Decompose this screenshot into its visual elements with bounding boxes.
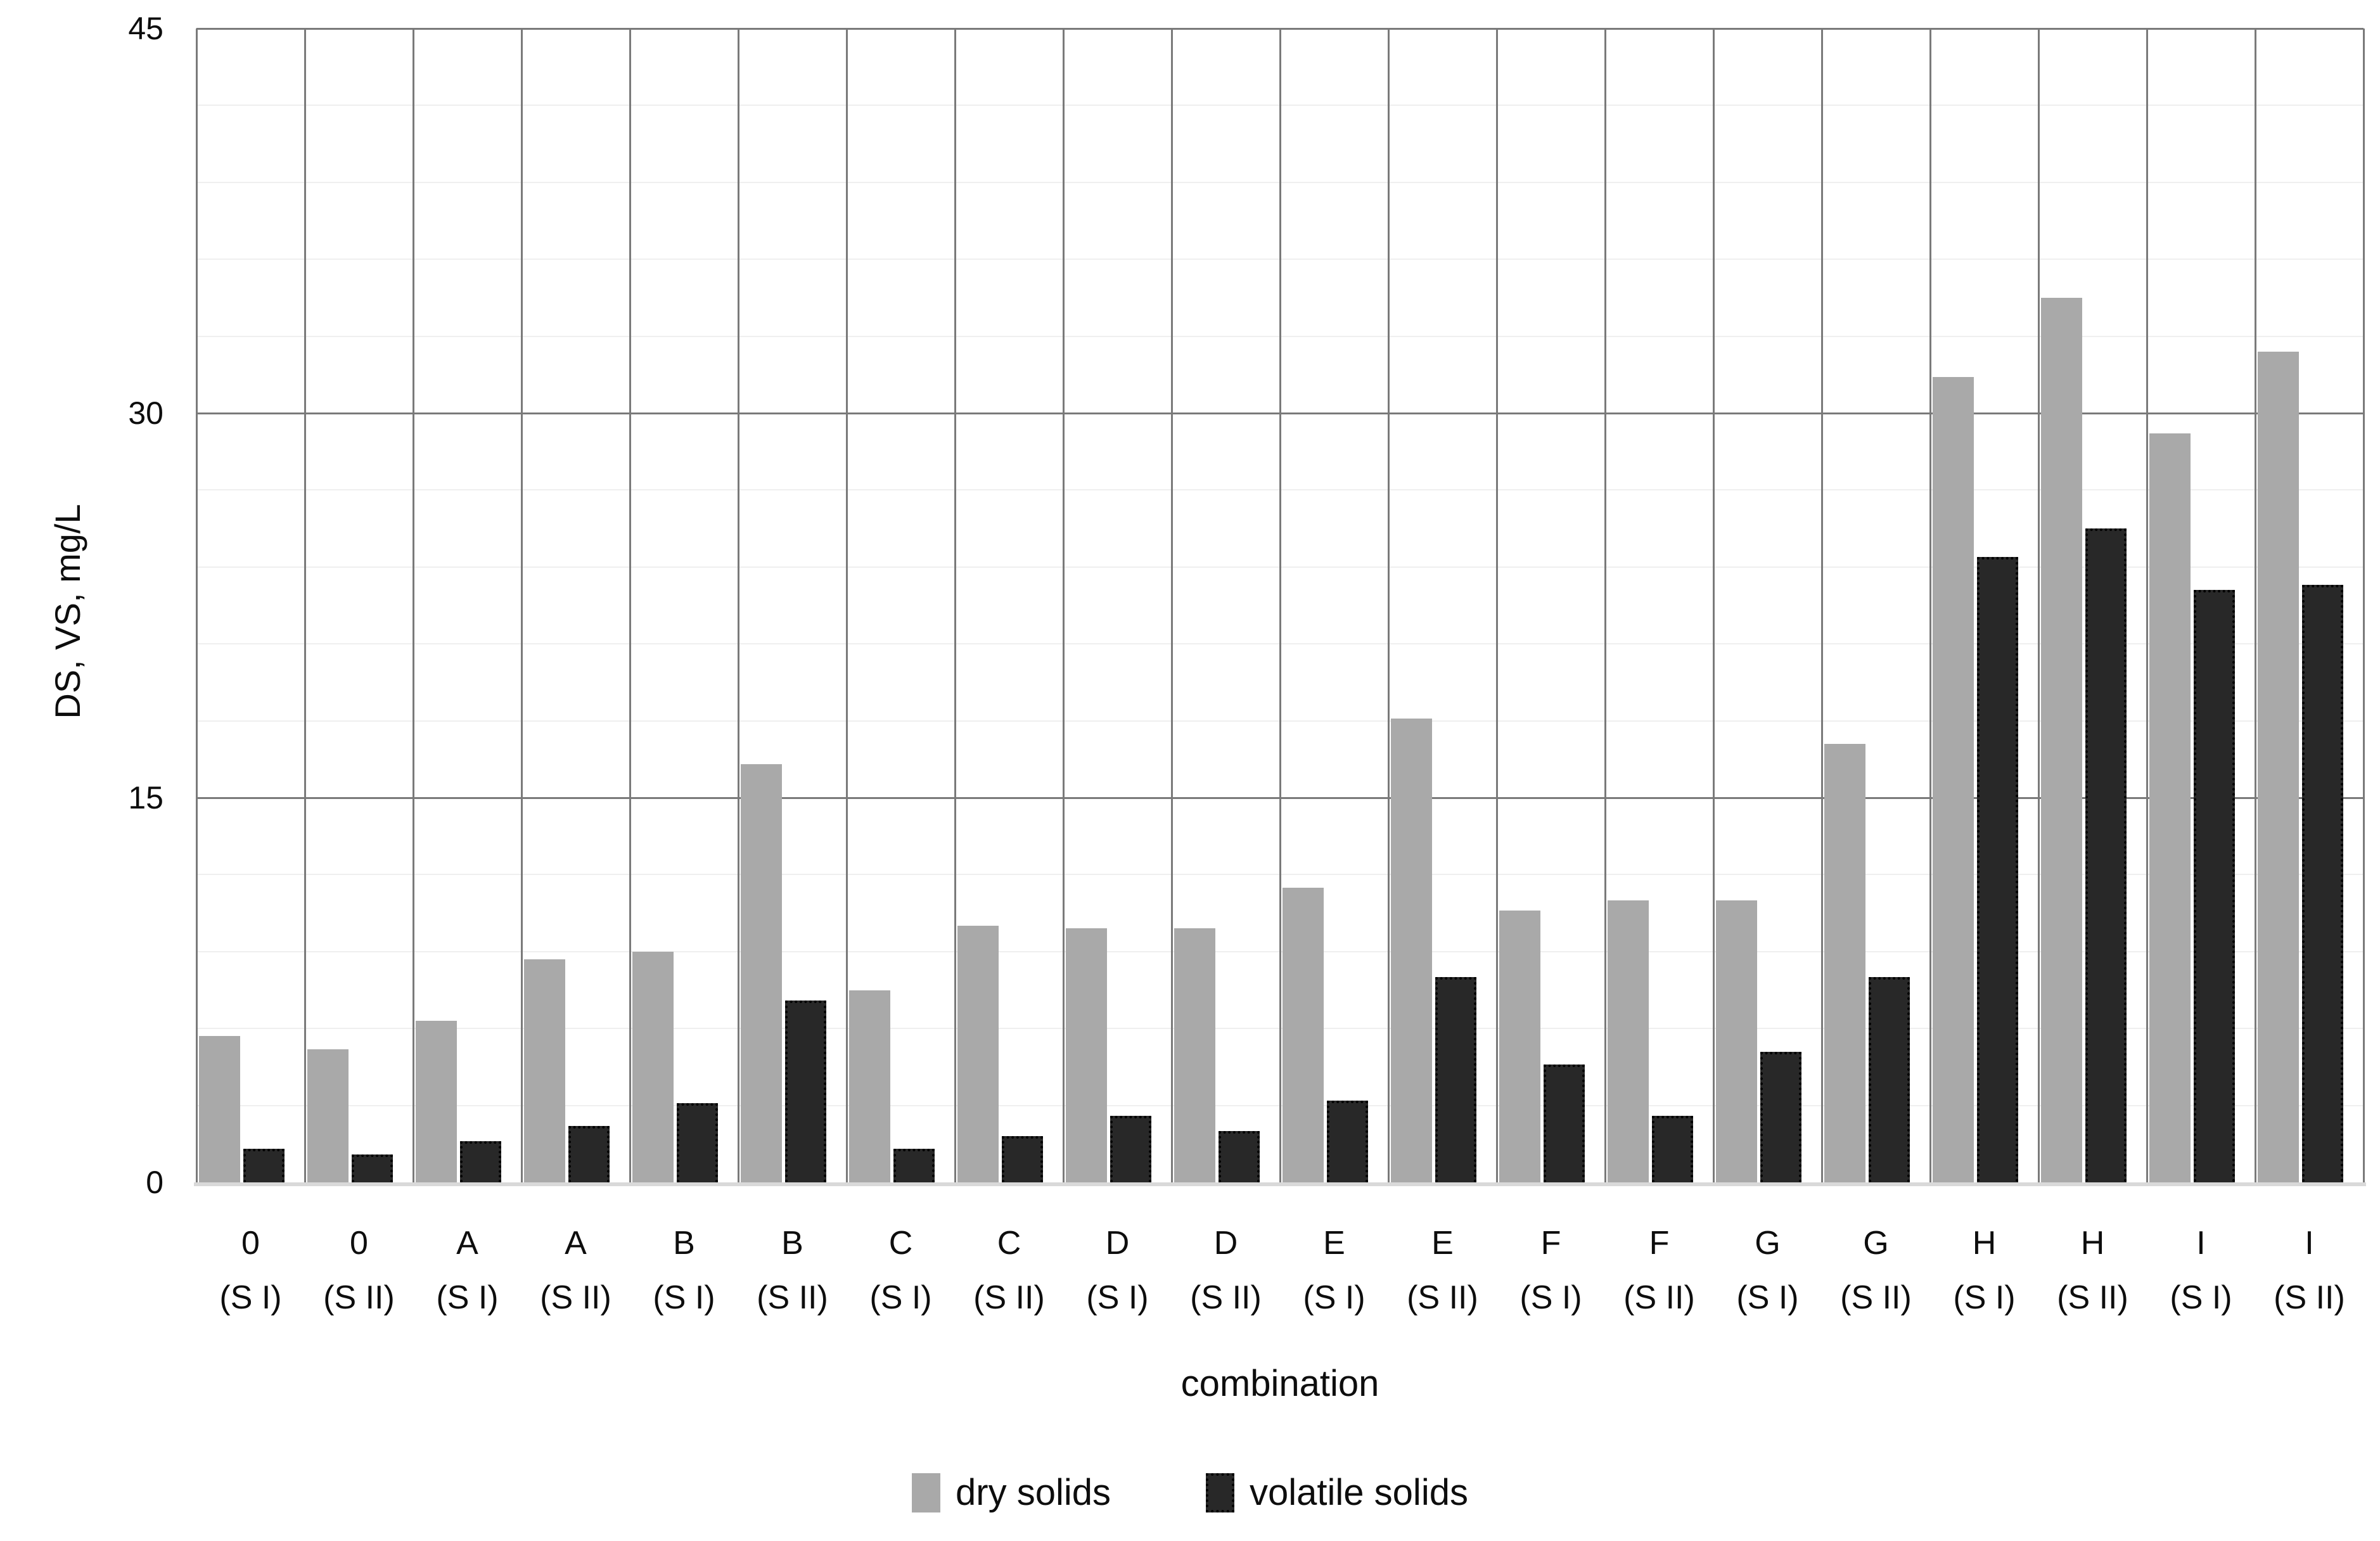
category-separator xyxy=(1604,29,1606,1182)
x-category-label: C (S II) xyxy=(973,1225,1045,1316)
x-category-label: F (S II) xyxy=(1623,1225,1695,1316)
bar-dry-solids xyxy=(1608,900,1649,1182)
category-separator xyxy=(2254,29,2256,1182)
x-axis-line xyxy=(194,1182,2366,1186)
bar-volatile-solids xyxy=(1435,977,1476,1182)
x-category-label: I (S II) xyxy=(2274,1225,2345,1316)
x-category-label: G (S I) xyxy=(1736,1225,1799,1316)
legend-item-volatile-solids: volatile solids xyxy=(1206,1471,1468,1514)
x-category-label: D (S I) xyxy=(1086,1225,1149,1316)
category-separator xyxy=(520,29,523,1182)
x-category-label: I (S I) xyxy=(2170,1225,2232,1316)
bar-dry-solids xyxy=(1283,887,1324,1182)
x-category-label: A (S II) xyxy=(540,1225,611,1316)
category-separator xyxy=(737,29,739,1182)
x-category-label: 0 (S II) xyxy=(323,1225,395,1316)
volatile-solids-swatch-icon xyxy=(1206,1473,1235,1512)
bar-volatile-solids xyxy=(2085,528,2127,1182)
y-tick-label: 30 xyxy=(128,395,163,431)
bar-dry-solids xyxy=(1391,718,1432,1182)
bar-volatile-solids xyxy=(1869,977,1910,1182)
bar-volatile-solids xyxy=(1652,1115,1693,1182)
category-separator xyxy=(1279,29,1281,1182)
bar-volatile-solids xyxy=(1760,1051,1801,1182)
plot-border xyxy=(2362,29,2365,1182)
x-category-label: 0 (S I) xyxy=(219,1225,282,1316)
category-separator xyxy=(1062,29,1065,1182)
plot-border xyxy=(195,29,198,1182)
bar-volatile-solids xyxy=(2194,590,2235,1182)
bar-dry-solids xyxy=(957,926,999,1182)
bar-dry-solids xyxy=(1066,928,1107,1182)
category-separator xyxy=(1820,29,1823,1182)
category-separator xyxy=(629,29,631,1182)
bar-volatile-solids xyxy=(1110,1115,1151,1182)
x-category-label: B (S II) xyxy=(757,1225,828,1316)
bar-dry-solids xyxy=(849,990,890,1182)
x-axis-title: combination xyxy=(1180,1363,1379,1404)
y-tick-label: 0 xyxy=(146,1165,163,1200)
bar-volatile-solids xyxy=(1327,1100,1368,1182)
y-axis-title: DS, VS, mg/L xyxy=(48,504,87,719)
bar-volatile-solids xyxy=(893,1149,935,1182)
category-separator xyxy=(1712,29,1715,1182)
category-separator xyxy=(1170,29,1173,1182)
bar-volatile-solids xyxy=(460,1141,501,1182)
plot-area xyxy=(194,27,2366,1186)
category-separator xyxy=(954,29,956,1182)
category-separator xyxy=(412,29,414,1182)
y-tick-label: 45 xyxy=(128,11,163,46)
bar-dry-solids xyxy=(1499,911,1540,1182)
category-separator xyxy=(304,29,306,1182)
bar-volatile-solids xyxy=(243,1149,285,1182)
x-category-label: A (S I) xyxy=(436,1225,499,1316)
y-tick-label: 15 xyxy=(128,780,163,815)
dry-solids-swatch-icon xyxy=(912,1473,941,1512)
bar-dry-solids xyxy=(1933,377,1974,1182)
x-category-label: G (S II) xyxy=(1840,1225,1912,1316)
bar-volatile-solids xyxy=(677,1103,718,1182)
x-category-label: H (S I) xyxy=(1953,1225,2016,1316)
x-category-label: E (S I) xyxy=(1303,1225,1366,1316)
bar-volatile-solids xyxy=(785,1000,826,1182)
category-separator xyxy=(2146,29,2148,1182)
x-category-label: C (S I) xyxy=(869,1225,932,1316)
bar-volatile-solids xyxy=(1219,1131,1260,1182)
bar-volatile-solids xyxy=(1002,1136,1043,1182)
category-separator xyxy=(1929,29,1931,1182)
legend-item-dry-solids: dry solids xyxy=(912,1471,1111,1514)
legend-label-volatile-solids: volatile solids xyxy=(1250,1472,1468,1513)
bar-volatile-solids xyxy=(1544,1064,1585,1182)
bar-dry-solids xyxy=(1824,744,1865,1182)
category-separator xyxy=(845,29,848,1182)
bar-dry-solids xyxy=(741,764,782,1182)
bar-volatile-solids xyxy=(2302,585,2343,1182)
bar-volatile-solids xyxy=(1977,556,2018,1182)
x-category-label: F (S I) xyxy=(1519,1225,1582,1316)
bar-dry-solids xyxy=(524,959,565,1182)
x-category-label: E (S II) xyxy=(1407,1225,1478,1316)
bar-dry-solids xyxy=(416,1021,457,1182)
bar-dry-solids xyxy=(1716,900,1757,1182)
legend-label-dry-solids: dry solids xyxy=(956,1472,1111,1513)
bar-dry-solids xyxy=(307,1049,349,1182)
x-category-label: B (S I) xyxy=(653,1225,715,1316)
legend: dry solids volatile solids xyxy=(0,1471,2380,1514)
category-separator xyxy=(1495,29,1498,1182)
bar-dry-solids xyxy=(2149,433,2191,1182)
x-category-label: D (S II) xyxy=(1190,1225,1262,1316)
bar-dry-solids xyxy=(2041,297,2082,1182)
bar-dry-solids xyxy=(199,1036,240,1182)
bar-volatile-solids xyxy=(352,1154,393,1182)
category-separator xyxy=(2037,29,2040,1182)
x-category-label: H (S II) xyxy=(2057,1225,2128,1316)
bar-dry-solids xyxy=(2258,351,2299,1182)
bar-dry-solids xyxy=(632,951,674,1182)
bar-dry-solids xyxy=(1174,928,1215,1182)
bar-volatile-solids xyxy=(568,1125,610,1182)
category-separator xyxy=(1387,29,1390,1182)
